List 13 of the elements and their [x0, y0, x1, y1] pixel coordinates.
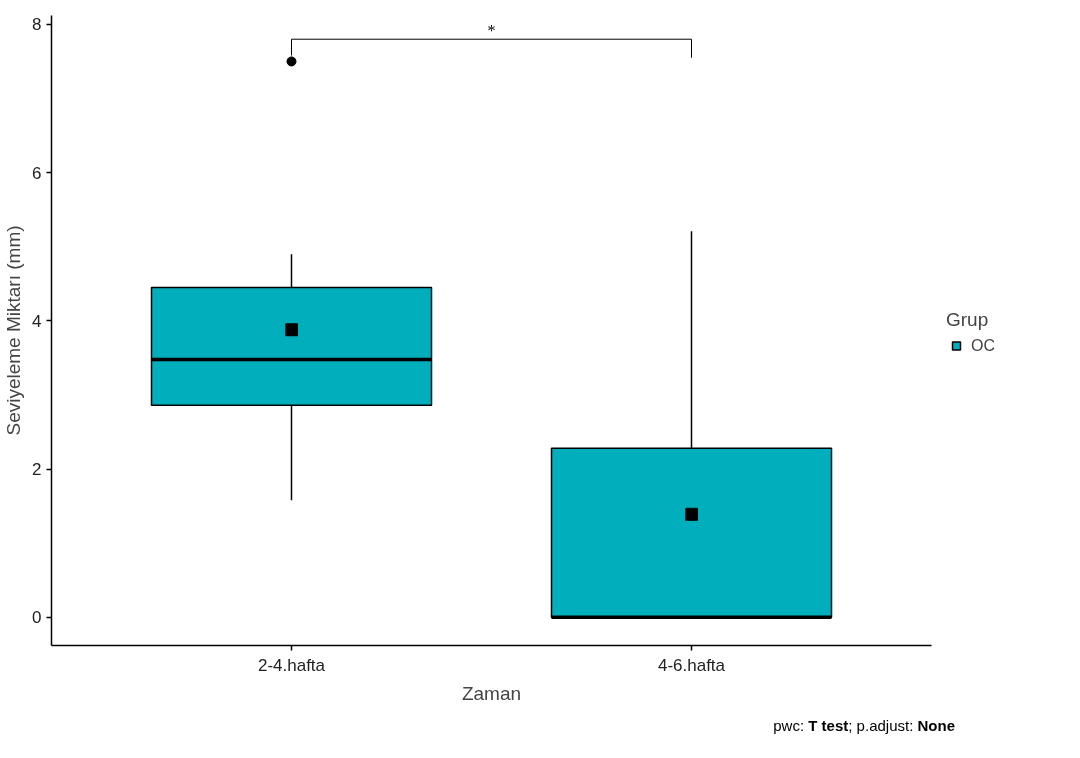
- y-tick-label: 8: [32, 15, 42, 35]
- legend-label: OC: [971, 336, 995, 355]
- text: pwc: T test; p.adjust: None: [773, 716, 955, 736]
- x-tick-label: 2-4.hafta: [257, 655, 326, 675]
- y-tick-label: 6: [32, 163, 42, 183]
- x-tick-label: 4-6.hafta: [657, 655, 726, 675]
- x-axis-title: Zaman: [461, 682, 522, 704]
- y-tick-label: 0: [32, 608, 42, 628]
- annotation: *: [487, 22, 496, 40]
- y-axis-title: Seviyeleme Miktarı (mm): [3, 225, 25, 436]
- y-tick-label: 2: [32, 460, 42, 480]
- legend-title: Grup: [946, 308, 990, 331]
- y-tick-label: 4: [32, 311, 42, 331]
